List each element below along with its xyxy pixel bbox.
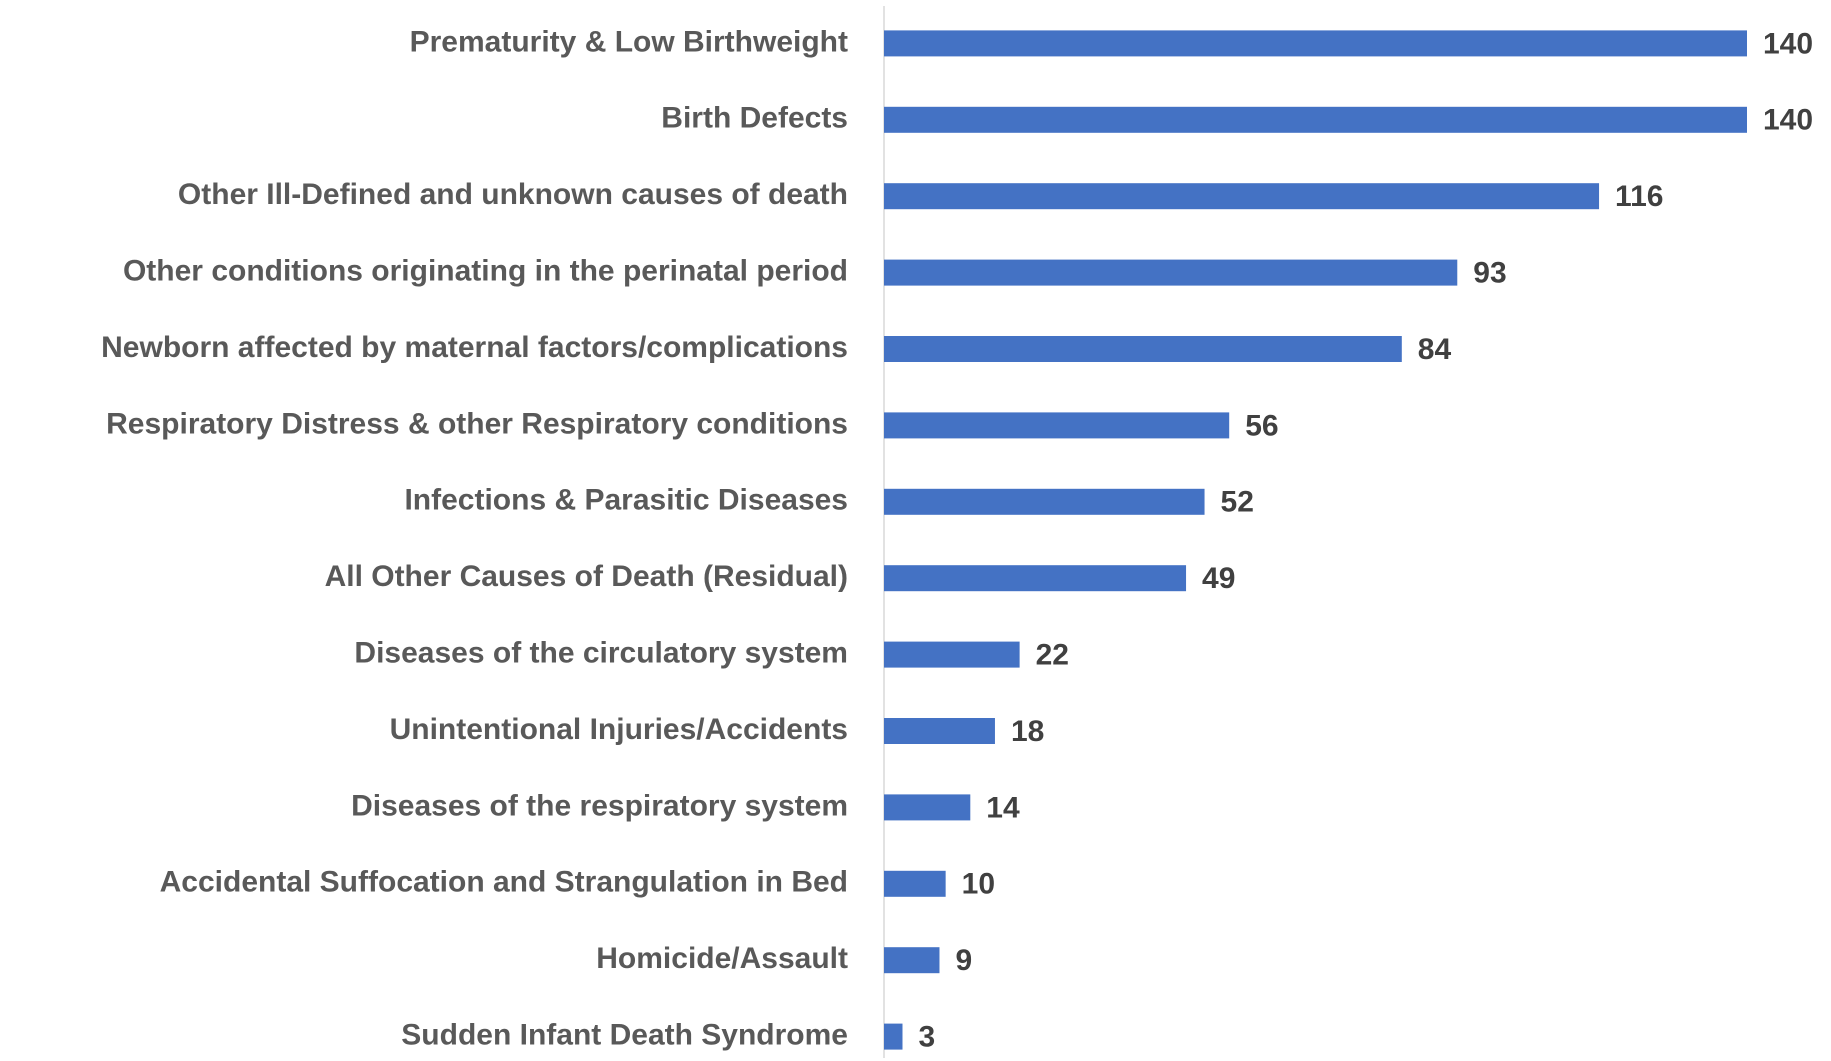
- value-label: 3: [918, 1021, 935, 1054]
- bar: [884, 106, 1747, 133]
- category-label: Newborn affected by maternal factors/com…: [101, 331, 848, 364]
- value-label: 140: [1763, 27, 1813, 60]
- value-label: 116: [1615, 180, 1663, 213]
- bar: [884, 259, 1458, 286]
- bar: [884, 718, 995, 744]
- bar: [884, 488, 1205, 515]
- value-label: 140: [1763, 104, 1813, 137]
- category-label: Prematurity & Low Birthweight: [410, 25, 848, 58]
- bar: [884, 1023, 903, 1050]
- bar: [884, 183, 1600, 210]
- category-label: Infections & Parasitic Diseases: [404, 484, 848, 517]
- bar: [884, 336, 1402, 362]
- category-label: Diseases of the circulatory system: [354, 637, 848, 670]
- category-label: Accidental Suffocation and Strangulation…: [160, 866, 848, 899]
- bar: [884, 947, 940, 974]
- value-label: 22: [1036, 639, 1069, 672]
- value-label: 18: [1011, 715, 1044, 748]
- category-label: Homicide/Assault: [596, 942, 848, 975]
- category-label: Other conditions originating in the peri…: [123, 255, 848, 288]
- value-label: 14: [986, 791, 1020, 824]
- category-label: Respiratory Distress & other Respiratory…: [106, 407, 848, 440]
- bar: [884, 870, 946, 897]
- bar: [884, 794, 971, 821]
- value-label: 10: [962, 868, 995, 901]
- value-label: 56: [1245, 409, 1278, 442]
- bar: [884, 565, 1187, 592]
- category-label: Unintentional Injuries/Accidents: [390, 713, 848, 746]
- category-label: Diseases of the respiratory system: [351, 789, 848, 822]
- value-label: 84: [1418, 333, 1452, 366]
- category-label: Other Ill-Defined and unknown causes of …: [178, 178, 848, 211]
- value-label: 52: [1221, 486, 1254, 519]
- bar: [884, 641, 1020, 668]
- category-label: Sudden Infant Death Syndrome: [401, 1019, 848, 1052]
- value-label: 93: [1473, 257, 1506, 290]
- bar: [884, 30, 1747, 57]
- value-label: 49: [1202, 562, 1235, 595]
- category-label: Birth Defects: [661, 102, 848, 135]
- category-label: All Other Causes of Death (Residual): [325, 560, 848, 593]
- value-label: 9: [955, 944, 972, 977]
- bar: [884, 412, 1230, 439]
